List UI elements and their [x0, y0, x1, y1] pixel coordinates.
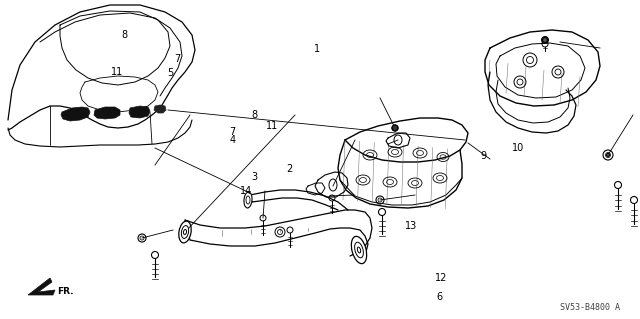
Ellipse shape	[543, 38, 547, 42]
Ellipse shape	[607, 153, 609, 157]
Text: 8: 8	[251, 110, 257, 120]
Text: 5: 5	[168, 68, 174, 78]
Polygon shape	[94, 107, 120, 119]
Text: 11: 11	[111, 67, 123, 77]
Ellipse shape	[244, 192, 252, 208]
Text: 9: 9	[480, 151, 486, 161]
Text: 7: 7	[174, 54, 180, 64]
Text: 13: 13	[405, 221, 417, 232]
Text: 1: 1	[314, 44, 320, 55]
Ellipse shape	[351, 236, 367, 263]
Ellipse shape	[184, 230, 186, 234]
Text: 11: 11	[266, 121, 278, 131]
Ellipse shape	[541, 36, 548, 43]
Text: FR.: FR.	[57, 286, 74, 295]
Polygon shape	[129, 106, 150, 118]
Text: 7: 7	[229, 127, 236, 137]
Ellipse shape	[181, 226, 189, 238]
Text: 3: 3	[252, 172, 258, 182]
Polygon shape	[61, 107, 90, 121]
Ellipse shape	[357, 247, 361, 253]
Ellipse shape	[392, 125, 398, 131]
Ellipse shape	[246, 196, 250, 204]
Ellipse shape	[355, 242, 364, 258]
Ellipse shape	[179, 221, 191, 243]
Text: 8: 8	[122, 30, 128, 40]
Text: 10: 10	[512, 143, 524, 153]
Polygon shape	[154, 105, 166, 113]
Text: 6: 6	[436, 292, 443, 302]
Text: 12: 12	[435, 272, 447, 283]
Polygon shape	[28, 278, 55, 295]
Text: 4: 4	[229, 135, 236, 145]
Text: 14: 14	[240, 186, 252, 197]
Text: SV53-B4800 A: SV53-B4800 A	[560, 303, 620, 313]
Text: 2: 2	[287, 164, 293, 174]
